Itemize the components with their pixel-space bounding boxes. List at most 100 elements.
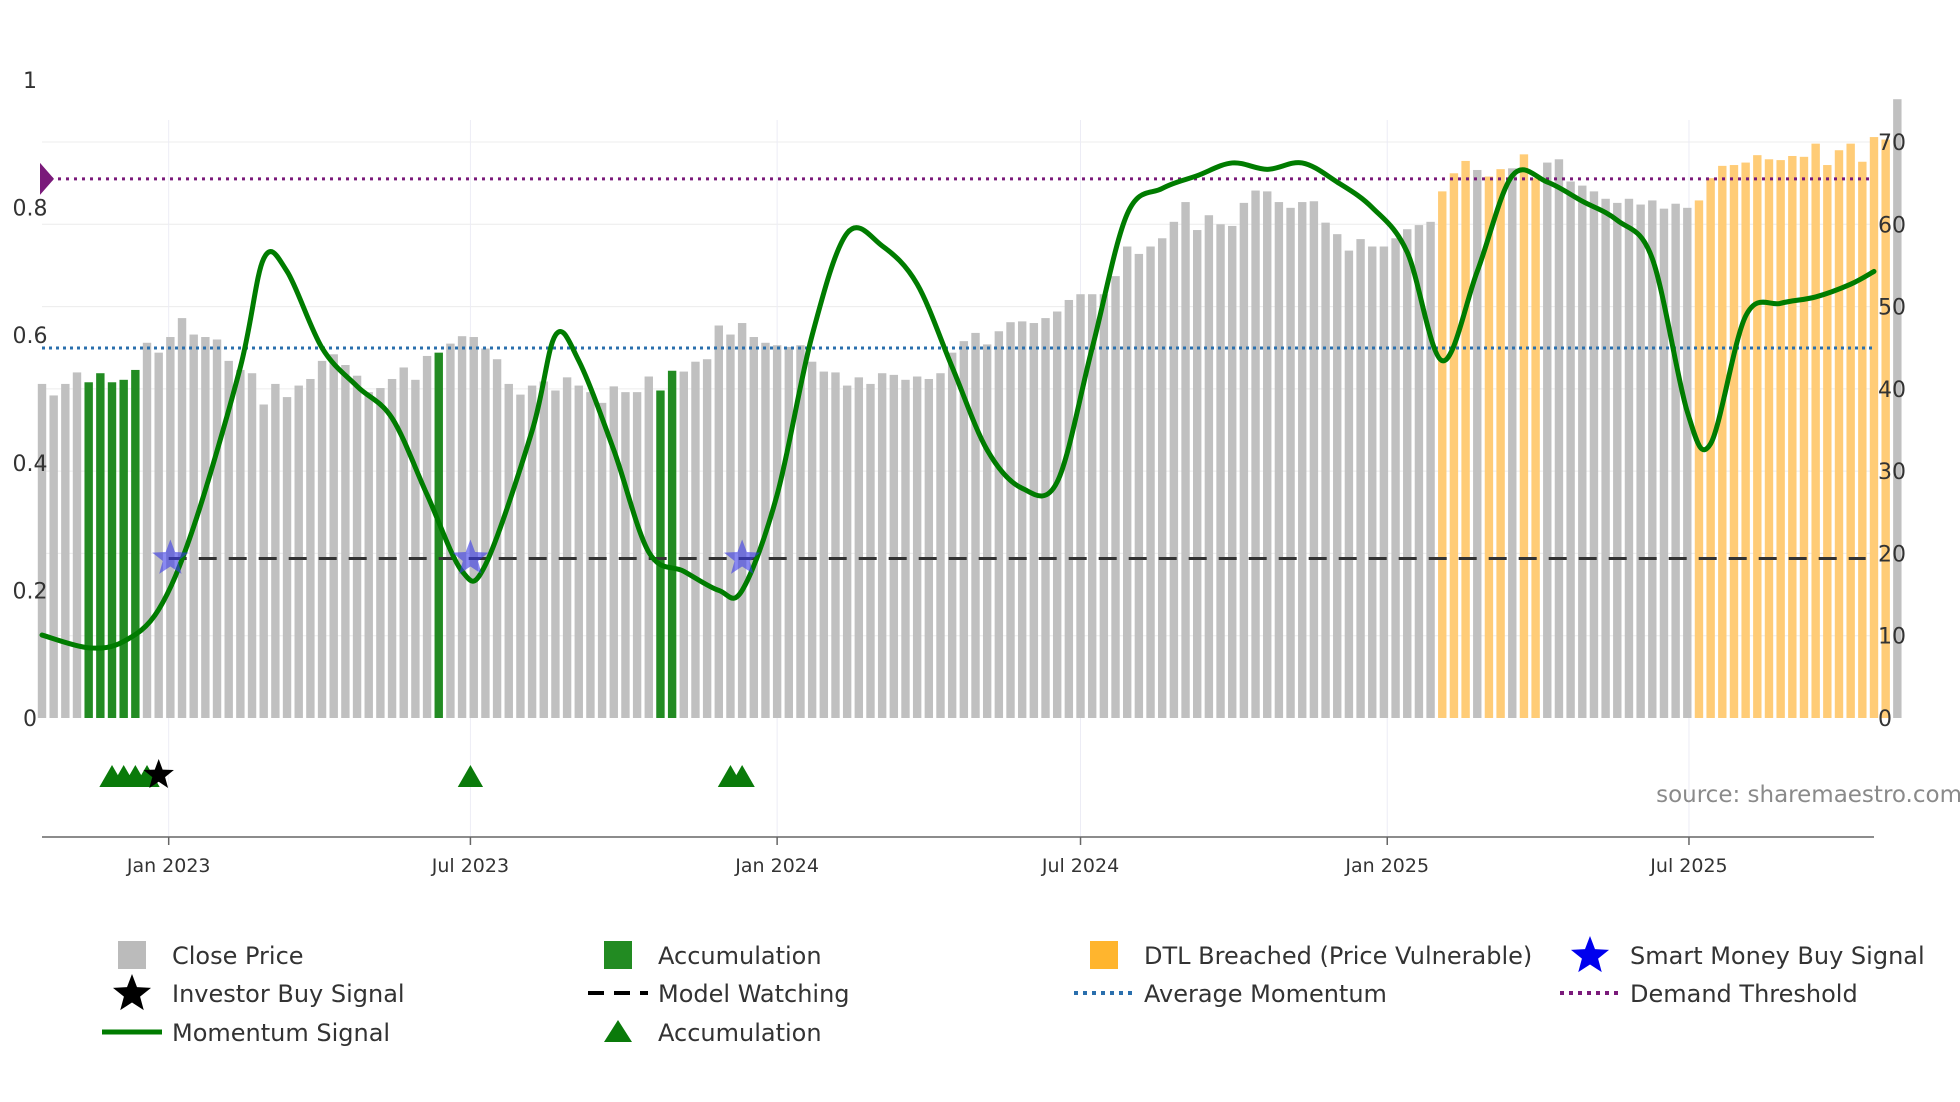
legend-star-icon: [1570, 936, 1610, 973]
right-tick-label: 10: [1878, 625, 1906, 650]
price-bar: [1076, 294, 1085, 718]
legend-triangle-icon: [604, 1020, 632, 1042]
price-bar: [772, 345, 782, 718]
price-bar: [1578, 185, 1587, 718]
price-bar: [609, 386, 618, 718]
dtl-bar: [1799, 156, 1809, 719]
x-tick-label: Jul 2023: [431, 855, 509, 877]
dtl-bar: [1811, 143, 1820, 718]
price-bar: [1648, 200, 1657, 718]
price-bar: [1403, 229, 1412, 719]
price-bar: [1893, 99, 1902, 718]
legend-label: Momentum Signal: [172, 1019, 390, 1047]
legend-label: Demand Threshold: [1630, 980, 1858, 1008]
accumulation-bar: [107, 382, 117, 718]
price-bar: [294, 385, 303, 718]
price-bar: [166, 337, 175, 718]
price-bar: [1251, 190, 1260, 718]
dtl-bar: [1729, 165, 1739, 719]
right-tick-label: 20: [1878, 542, 1906, 567]
demand-threshold-marker: [40, 162, 54, 195]
legend-label: Close Price: [172, 942, 304, 970]
legend-label: Accumulation: [658, 942, 822, 970]
price-bar: [341, 364, 350, 718]
legend-label: DTL Breached (Price Vulnerable): [1144, 942, 1532, 970]
dtl-bar: [1706, 178, 1715, 719]
dtl-bar: [1869, 137, 1879, 718]
price-bar: [1146, 246, 1155, 718]
x-tick-label: Jan 2023: [126, 855, 211, 877]
price-bar: [1052, 311, 1062, 718]
right-tick-label: 40: [1878, 378, 1906, 403]
price-bar: [1368, 246, 1377, 718]
left-tick-label: 0.8: [13, 197, 48, 222]
price-bar: [364, 392, 373, 718]
axes: Jan 2023 Jul 2023 Jan 2024 Jul 2024 Jan 2025…: [13, 69, 1907, 877]
price-bar: [1414, 225, 1424, 718]
price-bar: [212, 339, 222, 718]
dtl-bar: [1788, 155, 1797, 718]
price-bar: [469, 337, 478, 718]
price-bar: [446, 343, 455, 718]
price-bar: [1029, 323, 1039, 718]
price-bar: [247, 373, 257, 718]
right-tick-label: 50: [1878, 296, 1906, 321]
price-bar: [1554, 159, 1564, 718]
accumulation-bar: [96, 373, 105, 718]
legend-square-swatch: [604, 941, 632, 969]
price-bar: [1391, 238, 1400, 718]
accumulation-bar: [131, 369, 140, 718]
price-bar: [877, 373, 887, 718]
price-bar: [819, 371, 829, 718]
dtl-bar: [1823, 165, 1832, 719]
dtl-bar: [1461, 160, 1470, 718]
price-bar: [236, 369, 245, 718]
price-bar: [72, 372, 82, 718]
x-tick-label: Jul 2024: [1041, 855, 1119, 877]
left-tick-label: 0.4: [13, 452, 48, 477]
price-bar: [422, 355, 432, 718]
legend-item-dtl: DTL Breached (Price Vulnerable): [1090, 941, 1532, 970]
price-bar: [551, 390, 560, 718]
legend-item-average-momentum: Average Momentum: [1074, 980, 1387, 1008]
price-bar: [714, 325, 723, 718]
price-bar: [912, 376, 922, 718]
price-bar: [1064, 299, 1074, 718]
price-bar: [947, 352, 957, 718]
legend-label: Average Momentum: [1144, 980, 1387, 1008]
price-bar: [807, 361, 817, 718]
x-tick-label: Jul 2025: [1649, 855, 1727, 877]
legend: Close Price Accumulation DTL Breached (Pri…: [102, 936, 1925, 1047]
smart-money-buy-marker: [152, 539, 189, 574]
dtl-bar: [1834, 150, 1844, 718]
price-bar: [831, 372, 840, 718]
price-bar: [1508, 168, 1517, 718]
price-bar: [702, 359, 712, 718]
price-bar: [481, 348, 490, 718]
price-bar: [1543, 162, 1552, 719]
price-bar: [224, 360, 233, 718]
price-bar: [1122, 246, 1132, 718]
price-bar: [1659, 208, 1669, 718]
price-bars: [37, 99, 1902, 719]
price-bar: [971, 332, 980, 718]
price-bar: [1158, 238, 1167, 718]
legend-label: Model Watching: [658, 980, 850, 1008]
price-bar: [994, 331, 1004, 718]
left-tick-label: 0.6: [13, 324, 48, 349]
right-tick-label: 0: [1878, 707, 1892, 732]
price-bar: [376, 388, 385, 718]
price-bar: [387, 378, 397, 718]
price-bar: [259, 404, 268, 718]
price-bar: [1286, 207, 1295, 719]
legend-square-swatch: [1090, 941, 1118, 969]
legend-label: Smart Money Buy Signal: [1630, 942, 1925, 970]
price-bar: [784, 346, 794, 718]
price-bar: [1204, 215, 1214, 718]
price-bar: [504, 383, 513, 718]
price-bar: [1321, 222, 1330, 718]
reference-lines: [40, 162, 1874, 560]
price-bar: [1613, 202, 1622, 719]
price-bar: [679, 371, 688, 718]
price-bar: [61, 383, 70, 718]
